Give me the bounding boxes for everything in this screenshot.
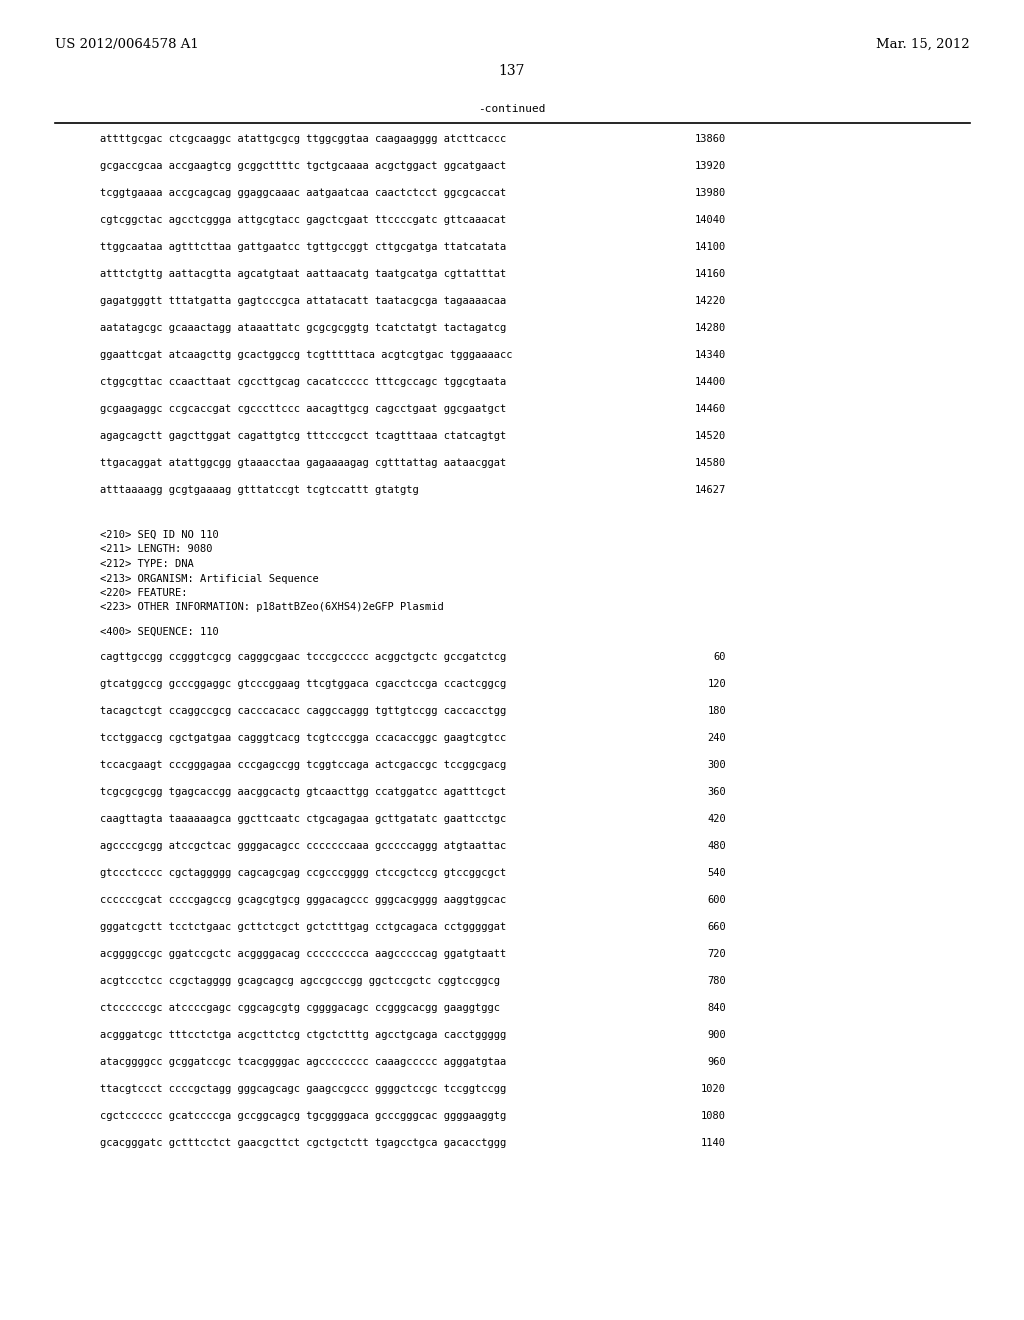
Text: 13860: 13860 bbox=[694, 135, 726, 144]
Text: Mar. 15, 2012: Mar. 15, 2012 bbox=[877, 38, 970, 51]
Text: cgtcggctac agcctcggga attgcgtacc gagctcgaat ttccccgatc gttcaaacat: cgtcggctac agcctcggga attgcgtacc gagctcg… bbox=[100, 215, 506, 224]
Text: acgggatcgc tttcctctga acgcttctcg ctgctctttg agcctgcaga cacctggggg: acgggatcgc tttcctctga acgcttctcg ctgctct… bbox=[100, 1030, 506, 1040]
Text: <220> FEATURE:: <220> FEATURE: bbox=[100, 587, 187, 598]
Text: gcgaagaggc ccgcaccgat cgcccttccc aacagttgcg cagcctgaat ggcgaatgct: gcgaagaggc ccgcaccgat cgcccttccc aacagtt… bbox=[100, 404, 506, 414]
Text: gcacgggatc gctttcctct gaacgcttct cgctgctctt tgagcctgca gacacctggg: gcacgggatc gctttcctct gaacgcttct cgctgct… bbox=[100, 1138, 506, 1148]
Text: ttggcaataa agtttcttaa gattgaatcc tgttgccggt cttgcgatga ttatcatata: ttggcaataa agtttcttaa gattgaatcc tgttgcc… bbox=[100, 242, 506, 252]
Text: attttgcgac ctcgcaaggc atattgcgcg ttggcggtaa caagaagggg atcttcaccc: attttgcgac ctcgcaaggc atattgcgcg ttggcgg… bbox=[100, 135, 506, 144]
Text: ggaattcgat atcaagcttg gcactggccg tcgtttttaca acgtcgtgac tgggaaaacc: ggaattcgat atcaagcttg gcactggccg tcgtttt… bbox=[100, 350, 512, 360]
Text: cgctcccccc gcatccccga gccggcagcg tgcggggaca gcccgggcac ggggaaggtg: cgctcccccc gcatccccga gccggcagcg tgcgggg… bbox=[100, 1111, 506, 1121]
Text: 660: 660 bbox=[708, 921, 726, 932]
Text: <213> ORGANISM: Artificial Sequence: <213> ORGANISM: Artificial Sequence bbox=[100, 573, 318, 583]
Text: ttgacaggat atattggcgg gtaaacctaa gagaaaagag cgtttattag aataacggat: ttgacaggat atattggcgg gtaaacctaa gagaaaa… bbox=[100, 458, 506, 469]
Text: atacggggcc gcggatccgc tcacggggac agcccccccc caaagccccc agggatgtaa: atacggggcc gcggatccgc tcacggggac agccccc… bbox=[100, 1057, 506, 1067]
Text: 14340: 14340 bbox=[694, 350, 726, 360]
Text: gagatgggtt tttatgatta gagtcccgca attatacatt taatacgcga tagaaaacaa: gagatgggtt tttatgatta gagtcccgca attatac… bbox=[100, 296, 506, 306]
Text: 14460: 14460 bbox=[694, 404, 726, 414]
Text: tcggtgaaaa accgcagcag ggaggcaaac aatgaatcaa caactctcct ggcgcaccat: tcggtgaaaa accgcagcag ggaggcaaac aatgaat… bbox=[100, 187, 506, 198]
Text: 240: 240 bbox=[708, 733, 726, 743]
Text: 540: 540 bbox=[708, 869, 726, 878]
Text: 60: 60 bbox=[714, 652, 726, 663]
Text: tacagctcgt ccaggccgcg cacccacacc caggccaggg tgttgtccgg caccacctgg: tacagctcgt ccaggccgcg cacccacacc caggcca… bbox=[100, 706, 506, 715]
Text: agagcagctt gagcttggat cagattgtcg tttcccgcct tcagtttaaa ctatcagtgt: agagcagctt gagcttggat cagattgtcg tttcccg… bbox=[100, 432, 506, 441]
Text: 360: 360 bbox=[708, 787, 726, 797]
Text: US 2012/0064578 A1: US 2012/0064578 A1 bbox=[55, 38, 199, 51]
Text: 14160: 14160 bbox=[694, 269, 726, 279]
Text: 600: 600 bbox=[708, 895, 726, 906]
Text: 14040: 14040 bbox=[694, 215, 726, 224]
Text: 137: 137 bbox=[499, 63, 525, 78]
Text: 14520: 14520 bbox=[694, 432, 726, 441]
Text: 420: 420 bbox=[708, 814, 726, 824]
Text: 14220: 14220 bbox=[694, 296, 726, 306]
Text: acgtccctcc ccgctagggg gcagcagcg agccgcccgg ggctccgctc cggtccggcg: acgtccctcc ccgctagggg gcagcagcg agccgccc… bbox=[100, 975, 500, 986]
Text: <210> SEQ ID NO 110: <210> SEQ ID NO 110 bbox=[100, 531, 219, 540]
Text: ttacgtccct ccccgctagg gggcagcagc gaagccgccc ggggctccgc tccggtccgg: ttacgtccct ccccgctagg gggcagcagc gaagccg… bbox=[100, 1084, 506, 1094]
Text: 120: 120 bbox=[708, 678, 726, 689]
Text: 1020: 1020 bbox=[701, 1084, 726, 1094]
Text: cagttgccgg ccgggtcgcg cagggcgaac tcccgccccc acggctgctc gccgatctcg: cagttgccgg ccgggtcgcg cagggcgaac tcccgcc… bbox=[100, 652, 506, 663]
Text: 960: 960 bbox=[708, 1057, 726, 1067]
Text: gtccctcccc cgctaggggg cagcagcgag ccgcccgggg ctccgctccg gtccggcgct: gtccctcccc cgctaggggg cagcagcgag ccgcccg… bbox=[100, 869, 506, 878]
Text: gcgaccgcaa accgaagtcg gcggcttttc tgctgcaaaa acgctggact ggcatgaact: gcgaccgcaa accgaagtcg gcggcttttc tgctgca… bbox=[100, 161, 506, 172]
Text: ctggcgttac ccaacttaat cgccttgcag cacatccccc tttcgccagc tggcgtaata: ctggcgttac ccaacttaat cgccttgcag cacatcc… bbox=[100, 378, 506, 387]
Text: 14400: 14400 bbox=[694, 378, 726, 387]
Text: aatatagcgc gcaaactagg ataaattatc gcgcgcggtg tcatctatgt tactagatcg: aatatagcgc gcaaactagg ataaattatc gcgcgcg… bbox=[100, 323, 506, 333]
Text: tcgcgcgcgg tgagcaccgg aacggcactg gtcaacttgg ccatggatcc agatttcgct: tcgcgcgcgg tgagcaccgg aacggcactg gtcaact… bbox=[100, 787, 506, 797]
Text: 14580: 14580 bbox=[694, 458, 726, 469]
Text: <211> LENGTH: 9080: <211> LENGTH: 9080 bbox=[100, 544, 213, 554]
Text: 180: 180 bbox=[708, 706, 726, 715]
Text: ctccccccgc atccccgagc cggcagcgtg cggggacagc ccgggcacgg gaaggtggc: ctccccccgc atccccgagc cggcagcgtg cggggac… bbox=[100, 1003, 500, 1012]
Text: 13980: 13980 bbox=[694, 187, 726, 198]
Text: 480: 480 bbox=[708, 841, 726, 851]
Text: -continued: -continued bbox=[478, 104, 546, 114]
Text: 1140: 1140 bbox=[701, 1138, 726, 1148]
Text: acggggccgc ggatccgctc acggggacag ccccccccca aagcccccag ggatgtaatt: acggggccgc ggatccgctc acggggacag ccccccc… bbox=[100, 949, 506, 960]
Text: agccccgcgg atccgctcac ggggacagcc cccccccaaa gcccccaggg atgtaattac: agccccgcgg atccgctcac ggggacagcc ccccccc… bbox=[100, 841, 506, 851]
Text: 13920: 13920 bbox=[694, 161, 726, 172]
Text: 14627: 14627 bbox=[694, 484, 726, 495]
Text: 780: 780 bbox=[708, 975, 726, 986]
Text: atttctgttg aattacgtta agcatgtaat aattaacatg taatgcatga cgttatttat: atttctgttg aattacgtta agcatgtaat aattaac… bbox=[100, 269, 506, 279]
Text: caagttagta taaaaaagca ggcttcaatc ctgcagagaa gcttgatatc gaattcctgc: caagttagta taaaaaagca ggcttcaatc ctgcaga… bbox=[100, 814, 506, 824]
Text: tcctggaccg cgctgatgaa cagggtcacg tcgtcccgga ccacaccggc gaagtcgtcc: tcctggaccg cgctgatgaa cagggtcacg tcgtccc… bbox=[100, 733, 506, 743]
Text: <212> TYPE: DNA: <212> TYPE: DNA bbox=[100, 558, 194, 569]
Text: <223> OTHER INFORMATION: p18attBZeo(6XHS4)2eGFP Plasmid: <223> OTHER INFORMATION: p18attBZeo(6XHS… bbox=[100, 602, 443, 612]
Text: 14280: 14280 bbox=[694, 323, 726, 333]
Text: 840: 840 bbox=[708, 1003, 726, 1012]
Text: ccccccgcat ccccgagccg gcagcgtgcg gggacagccc gggcacgggg aaggtggcac: ccccccgcat ccccgagccg gcagcgtgcg gggacag… bbox=[100, 895, 506, 906]
Text: tccacgaagt cccgggagaa cccgagccgg tcggtccaga actcgaccgc tccggcgacg: tccacgaagt cccgggagaa cccgagccgg tcggtcc… bbox=[100, 760, 506, 770]
Text: gtcatggccg gcccggaggc gtcccggaag ttcgtggaca cgacctccga ccactcggcg: gtcatggccg gcccggaggc gtcccggaag ttcgtgg… bbox=[100, 678, 506, 689]
Text: 14100: 14100 bbox=[694, 242, 726, 252]
Text: 720: 720 bbox=[708, 949, 726, 960]
Text: <400> SEQUENCE: 110: <400> SEQUENCE: 110 bbox=[100, 627, 219, 638]
Text: 900: 900 bbox=[708, 1030, 726, 1040]
Text: atttaaaagg gcgtgaaaag gtttatccgt tcgtccattt gtatgtg: atttaaaagg gcgtgaaaag gtttatccgt tcgtcca… bbox=[100, 484, 419, 495]
Text: gggatcgctt tcctctgaac gcttctcgct gctctttgag cctgcagaca cctgggggat: gggatcgctt tcctctgaac gcttctcgct gctcttt… bbox=[100, 921, 506, 932]
Text: 300: 300 bbox=[708, 760, 726, 770]
Text: 1080: 1080 bbox=[701, 1111, 726, 1121]
